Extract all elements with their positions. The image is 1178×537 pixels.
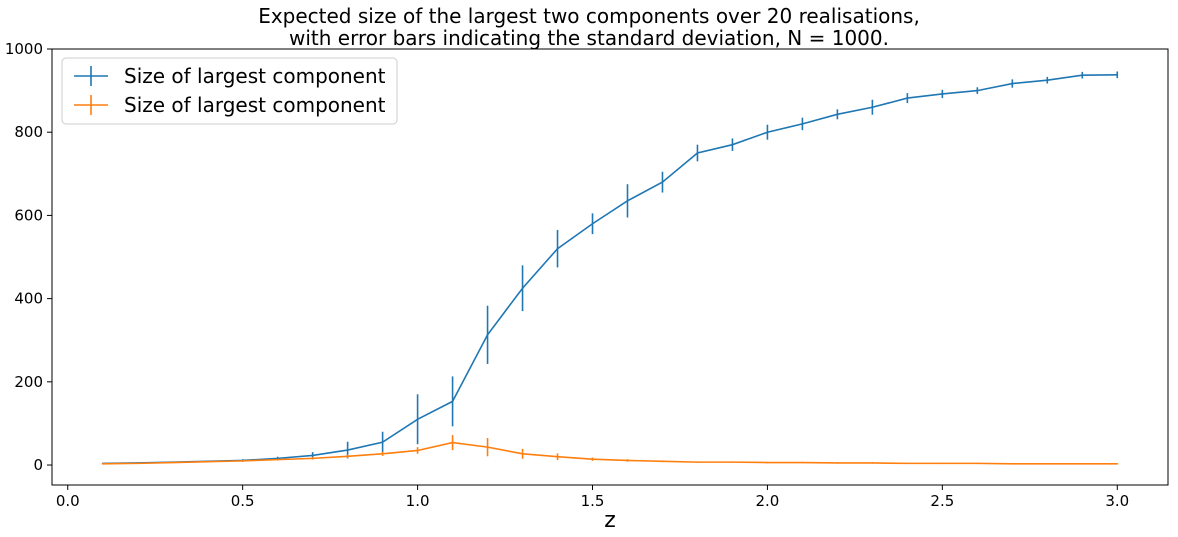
data-point xyxy=(381,441,384,443)
data-point xyxy=(521,287,524,290)
data-point xyxy=(556,247,559,250)
data-point xyxy=(171,461,174,464)
data-point xyxy=(871,462,874,464)
data-point xyxy=(451,441,454,444)
data-point xyxy=(766,461,769,464)
legend-box xyxy=(61,57,398,125)
data-point xyxy=(206,460,209,463)
data-point xyxy=(591,458,594,461)
data-point xyxy=(241,460,244,462)
data-point xyxy=(1116,462,1119,465)
x-tick-label: 2.0 xyxy=(755,492,779,510)
data-point xyxy=(696,152,699,154)
data-point xyxy=(696,461,699,463)
x-axis-label: z xyxy=(604,508,616,533)
data-point xyxy=(1116,73,1119,76)
data-point xyxy=(661,181,664,183)
data-point xyxy=(311,457,314,460)
data-point xyxy=(1046,462,1049,465)
series-line-1 xyxy=(102,73,1118,465)
data-point xyxy=(451,400,454,403)
data-point xyxy=(766,131,769,134)
data-point xyxy=(1081,74,1084,77)
data-point xyxy=(591,222,594,225)
data-point xyxy=(976,462,979,465)
y-tick-label: 600 xyxy=(14,206,43,224)
data-point xyxy=(1046,79,1049,82)
data-point xyxy=(276,458,279,461)
x-tick-label: 1.5 xyxy=(581,492,605,510)
y-tick-label: 0 xyxy=(33,456,43,474)
data-point xyxy=(871,106,874,109)
data-point xyxy=(731,143,734,146)
data-point xyxy=(416,418,419,421)
series-line-2 xyxy=(102,441,1118,465)
data-point xyxy=(381,452,384,455)
data-point xyxy=(626,459,629,462)
legend-label: Size of largest component xyxy=(124,93,386,117)
data-point xyxy=(976,89,979,92)
data-point xyxy=(906,462,909,465)
data-point xyxy=(801,123,804,125)
data-point xyxy=(1011,82,1014,85)
data-point xyxy=(346,449,349,451)
data-point xyxy=(801,461,804,464)
x-tick-label: 1.0 xyxy=(406,492,430,510)
y-tick-label: 200 xyxy=(14,373,43,391)
data-point xyxy=(486,334,489,336)
data-point xyxy=(626,200,629,202)
data-point xyxy=(836,113,839,116)
data-point xyxy=(941,93,944,95)
data-point xyxy=(836,462,839,464)
data-point xyxy=(906,97,909,99)
data-point xyxy=(1081,462,1084,465)
data-point xyxy=(521,452,524,455)
data-point xyxy=(556,455,559,458)
data-point xyxy=(941,462,944,465)
y-tick-label: 1000 xyxy=(5,40,43,58)
x-tick-label: 3.0 xyxy=(1105,492,1129,510)
data-point xyxy=(731,461,734,463)
x-tick-label: 2.5 xyxy=(930,492,954,510)
data-point xyxy=(346,455,349,458)
data-point xyxy=(416,449,419,452)
data-point xyxy=(136,462,139,465)
data-point xyxy=(486,446,489,448)
y-tick-label: 400 xyxy=(14,290,43,308)
x-tick-label: 0.5 xyxy=(231,492,255,510)
data-point xyxy=(1011,462,1014,465)
chart-title-line-1: Expected size of the largest two compone… xyxy=(258,4,920,28)
data-point xyxy=(276,457,279,460)
chart-title-line-2: with error bars indicating the standard … xyxy=(289,26,889,50)
data-point xyxy=(101,462,104,465)
legend-label: Size of largest component xyxy=(124,64,386,88)
y-tick-label: 800 xyxy=(14,123,43,141)
data-point xyxy=(661,460,664,463)
plot-frame xyxy=(51,48,1169,486)
data-point xyxy=(311,454,314,457)
x-tick-label: 0.0 xyxy=(56,492,80,510)
